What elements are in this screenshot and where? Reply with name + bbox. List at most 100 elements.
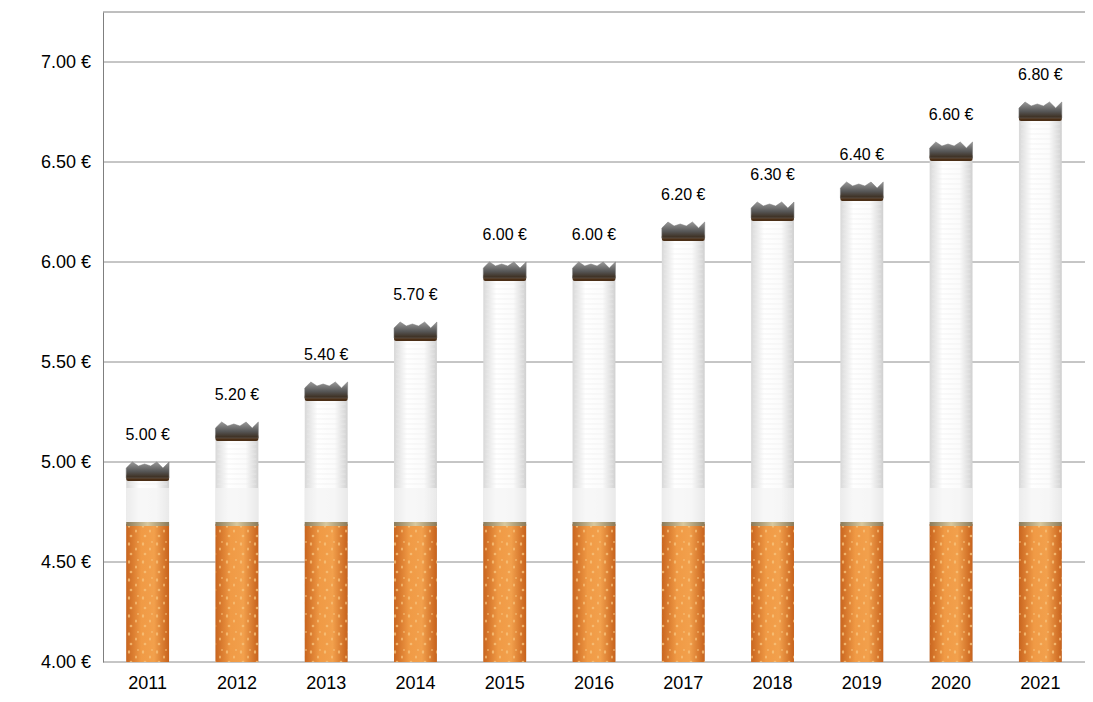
paper-line [485, 444, 524, 445]
paper-line [932, 319, 971, 320]
x-tick: 2011 [128, 662, 167, 693]
bar-filter-dots [573, 524, 616, 662]
paper-line [753, 454, 792, 455]
bar-filter-dots [215, 524, 258, 662]
paper-line [1021, 404, 1060, 405]
paper-line [664, 464, 703, 465]
paper-line [396, 409, 435, 410]
paper-line [932, 474, 971, 475]
paper-line [932, 209, 971, 210]
paper-line [932, 279, 971, 280]
paper-line [753, 339, 792, 340]
paper-line [575, 409, 614, 410]
paper-line [485, 479, 524, 480]
paper-line [932, 384, 971, 385]
paper-line [396, 364, 435, 365]
paper-line [1021, 199, 1060, 200]
x-tick-label: 2014 [395, 673, 435, 693]
paper-line [575, 474, 614, 475]
paper-line [575, 429, 614, 430]
paper-line [932, 389, 971, 390]
paper-line [932, 404, 971, 405]
paper-line [664, 389, 703, 390]
paper-line [485, 319, 524, 320]
paper-line [1021, 159, 1060, 160]
paper-texture [753, 224, 792, 484]
y-tick: 4.50 € [41, 552, 103, 572]
paper-line [664, 474, 703, 475]
paper-line [575, 469, 614, 470]
paper-line [396, 474, 435, 475]
paper-line [485, 414, 524, 415]
paper-line [1021, 249, 1060, 250]
paper-line [842, 454, 881, 455]
y-tick-label: 4.00 € [41, 652, 91, 672]
paper-line [575, 419, 614, 420]
paper-line [664, 254, 703, 255]
paper-line [842, 349, 881, 350]
paper-texture [485, 284, 524, 484]
paper-line [932, 249, 971, 250]
paper-line [396, 424, 435, 425]
bar-band [126, 522, 169, 526]
paper-line [753, 484, 792, 485]
paper-line [1021, 154, 1060, 155]
paper-line [664, 294, 703, 295]
paper-line [575, 444, 614, 445]
paper-line [575, 299, 614, 300]
paper-line [932, 379, 971, 380]
paper-line [932, 329, 971, 330]
paper-line [664, 379, 703, 380]
paper-line [753, 229, 792, 230]
paper-line [842, 239, 881, 240]
paper-line [932, 334, 971, 335]
paper-line [1021, 409, 1060, 410]
paper-line [753, 284, 792, 285]
paper-line [932, 264, 971, 265]
paper-line [1021, 469, 1060, 470]
paper-line [932, 314, 971, 315]
paper-line [575, 414, 614, 415]
paper-line [1021, 429, 1060, 430]
paper-line [932, 304, 971, 305]
bar-ash [1019, 102, 1062, 118]
paper-line [753, 259, 792, 260]
paper-line [1021, 129, 1060, 130]
paper-line [932, 229, 971, 230]
paper-line [1021, 189, 1060, 190]
bar-tipping [126, 488, 169, 524]
paper-line [485, 374, 524, 375]
paper-line [753, 404, 792, 405]
bar-filter-dots [751, 524, 794, 662]
paper-line [307, 424, 346, 425]
paper-line [396, 454, 435, 455]
paper-line [1021, 284, 1060, 285]
paper-line [753, 329, 792, 330]
paper-line [753, 344, 792, 345]
paper-line [307, 454, 346, 455]
paper-line [1021, 369, 1060, 370]
bar-paper [662, 238, 705, 662]
paper-line [842, 304, 881, 305]
paper-line [664, 469, 703, 470]
paper-line [664, 349, 703, 350]
paper-line [1021, 179, 1060, 180]
bar [930, 142, 973, 662]
x-axis: 2011201220132014201520162017201820192020… [104, 662, 1086, 693]
paper-line [1021, 174, 1060, 175]
bar-filter [394, 524, 437, 662]
paper-line [1021, 459, 1060, 460]
paper-line [753, 349, 792, 350]
y-tick: 4.00 € [41, 652, 103, 672]
paper-line [664, 319, 703, 320]
bar [215, 422, 258, 662]
bar-tipping [662, 488, 705, 524]
paper-line [1021, 214, 1060, 215]
paper-line [1021, 344, 1060, 345]
bar-paper [394, 338, 437, 662]
paper-line [575, 359, 614, 360]
bar [840, 182, 883, 662]
paper-line [1021, 209, 1060, 210]
paper-line [753, 279, 792, 280]
paper-line [485, 359, 524, 360]
